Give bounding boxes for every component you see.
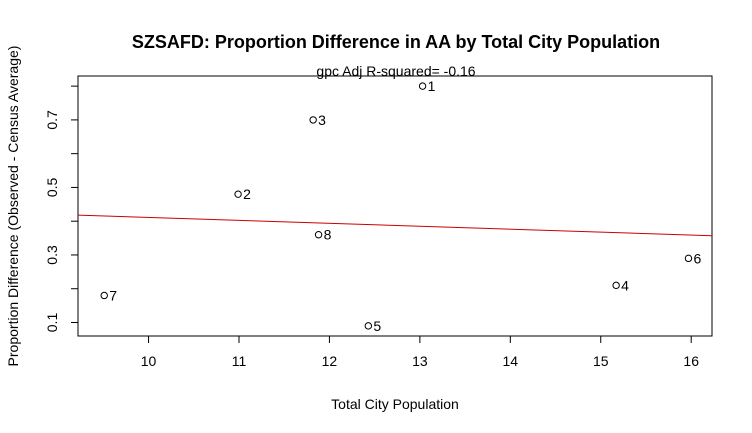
- point-label: 2: [243, 186, 251, 202]
- point-label: 1: [428, 78, 436, 94]
- x-tick-label: 14: [503, 353, 519, 369]
- point-label: 5: [373, 318, 381, 334]
- x-tick-label: 11: [232, 353, 247, 369]
- x-axis: 10 11 12 13 14 15 16: [141, 335, 699, 369]
- data-point: [612, 281, 620, 290]
- data-point: [234, 190, 242, 198]
- data-point: [100, 291, 108, 300]
- x-axis-label: Total City Population: [331, 396, 459, 412]
- x-tick-label: 13: [412, 353, 428, 369]
- y-axis: 0.1 0.3 0.5 0.7: [44, 85, 79, 333]
- point-label: 8: [324, 227, 332, 243]
- data-points: 1 2 3 4 5 6 7 8: [100, 78, 701, 334]
- point-label: 6: [693, 250, 701, 266]
- plot-box: [77, 75, 713, 337]
- x-tick-label: 10: [141, 353, 157, 369]
- regression-line: [77, 214, 713, 237]
- y-tick-label: 0.1: [44, 313, 60, 333]
- x-tick-label: 15: [593, 353, 609, 369]
- chart-subtitle: gpc Adj R-squared= -0.16: [316, 63, 475, 79]
- data-point: [364, 322, 373, 330]
- point-label: 4: [621, 277, 629, 293]
- data-point: [684, 254, 693, 263]
- point-label: 7: [109, 287, 117, 303]
- chart-title: SZSAFD: Proportion Difference in AA by T…: [132, 32, 660, 52]
- data-point: [309, 116, 317, 124]
- x-tick-label: 16: [683, 353, 699, 369]
- y-tick-label: 0.5: [44, 177, 60, 197]
- x-tick-label: 12: [322, 353, 338, 369]
- point-label: 3: [318, 112, 326, 128]
- y-tick-label: 0.3: [44, 245, 60, 265]
- data-point: [314, 231, 323, 239]
- data-point: [418, 82, 427, 90]
- y-tick-label: 0.7: [44, 110, 60, 130]
- y-axis-label: Proportion Difference (Observed - Census…: [5, 46, 21, 367]
